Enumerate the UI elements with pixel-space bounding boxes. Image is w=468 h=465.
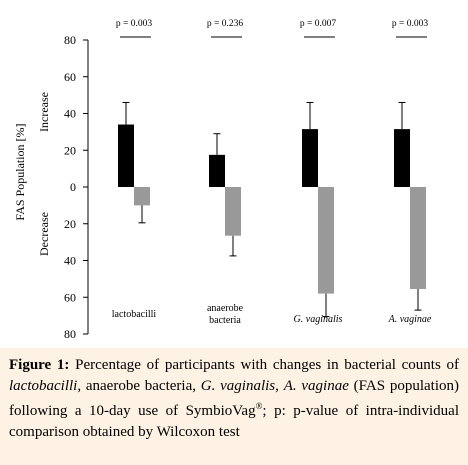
caption-segment: , <box>275 377 284 394</box>
caption-segment: Percentage of participants with changes … <box>69 357 459 373</box>
p-value-label: p = 0.007 <box>300 19 336 29</box>
caption-segment: ® <box>255 401 263 411</box>
bar <box>318 187 334 294</box>
axis-layer <box>83 39 89 335</box>
figure-caption-label: Figure 1: <box>9 357 70 373</box>
caption-segment: , anaerobe bacteria, <box>77 377 201 394</box>
caption-segment: (FAS population) following a 10-day use … <box>9 377 459 420</box>
y-axis-increase-label: Increase <box>37 92 51 132</box>
category-label: lactobacilli <box>112 309 157 320</box>
category-label: A. vaginae <box>388 314 432 325</box>
bar <box>225 187 241 236</box>
y-tick-label: 20 <box>64 217 76 231</box>
y-axis-decrease-label: Decrease <box>37 212 51 256</box>
y-tick-label: 40 <box>64 254 76 268</box>
figure-caption: Figure 1: Percentage of participants wit… <box>9 355 459 442</box>
category-label: G. vaginalis <box>294 314 343 325</box>
y-tick-label: 40 <box>64 107 76 121</box>
figure-caption-box: Figure 1: Percentage of participants wit… <box>0 348 468 465</box>
p-value-layer: p = 0.003 p = 0.236 p = 0.007 p = 0.003 <box>116 19 428 38</box>
y-tick-label: 60 <box>64 290 76 304</box>
bar <box>118 124 134 187</box>
y-tick-label: 20 <box>64 143 76 157</box>
bar <box>410 187 426 289</box>
y-tick-label: 80 <box>64 33 76 47</box>
figure-caption-text: Percentage of participants with changes … <box>9 357 459 440</box>
caption-segment: G. vaginalis <box>200 377 276 394</box>
p-value-label: p = 0.236 <box>207 19 243 29</box>
y-axis-label: FAS Population [%] <box>13 123 27 220</box>
caption-segment: A. vaginae <box>283 377 349 394</box>
p-value-label: p = 0.003 <box>116 19 152 29</box>
caption-segment: lactobacilli <box>9 377 78 394</box>
caption-segment: ; p: p-value of intra-individual compari… <box>9 403 459 440</box>
y-tick-label: 80 <box>64 327 76 341</box>
bars-layer <box>118 101 426 318</box>
y-tick-label: 0 <box>70 180 76 194</box>
category-label: anaerobe bacteria <box>207 303 244 326</box>
bar <box>302 129 318 187</box>
bar <box>209 154 225 187</box>
p-value-label: p = 0.003 <box>392 19 428 29</box>
y-tick-labels: 80 60 40 20 0 20 40 60 80 <box>64 33 76 341</box>
category-label-layer: lactobacilli anaerobe bacteria G. vaginalis… <box>112 303 432 326</box>
bar <box>134 187 150 206</box>
bar <box>394 129 410 187</box>
y-tick-label: 60 <box>64 70 76 84</box>
